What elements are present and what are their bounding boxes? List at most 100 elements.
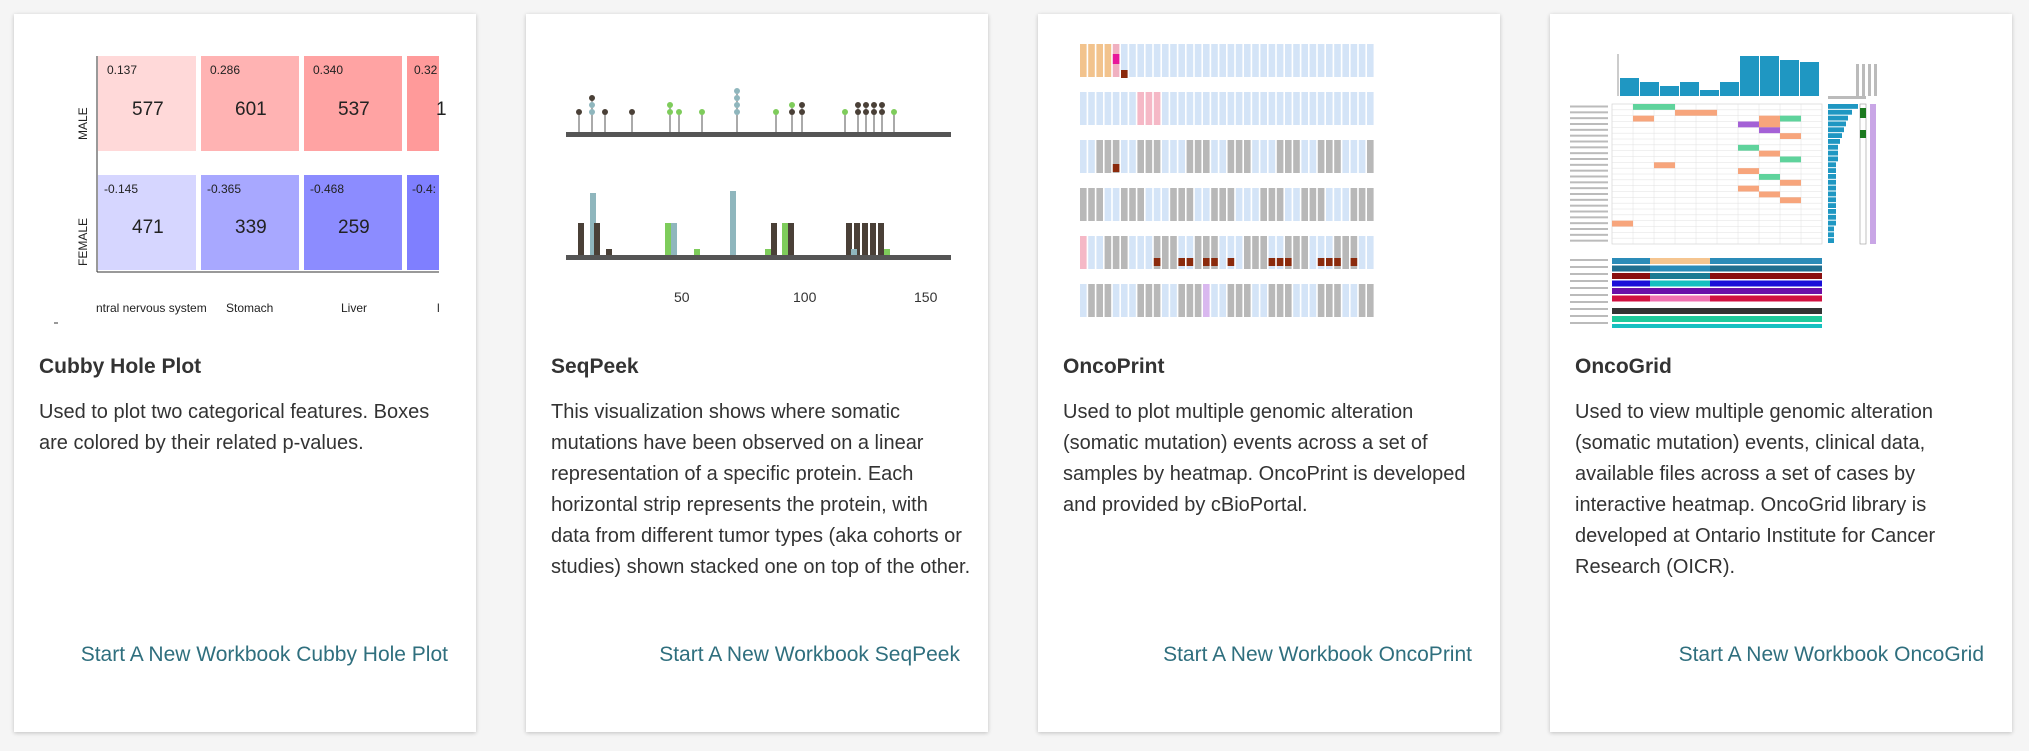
- oncoprint-cell: [1088, 236, 1095, 269]
- oncoprint-cell: [1317, 44, 1325, 77]
- oncogrid-histogram-bar: [1760, 56, 1779, 96]
- oncogrid-clinical-track: [1612, 288, 1822, 294]
- oncoprint-mutation: [1317, 258, 1325, 266]
- oncoprint-cell: [1301, 236, 1308, 269]
- oncoprint-cell: [1235, 284, 1243, 317]
- oncoprint-cell: [1145, 284, 1153, 317]
- oncoprint-cell: [1326, 236, 1333, 269]
- female-pval-4: -0.4:: [412, 182, 436, 196]
- oncoprint-cell: [1145, 188, 1153, 221]
- oncoprint-cell: [1112, 188, 1120, 221]
- oncoprint-cell: [1080, 236, 1087, 269]
- oncogrid-clinical-label: [1570, 294, 1608, 296]
- oncoprint-cell: [1121, 92, 1128, 125]
- oncogrid-cell: [1696, 109, 1717, 116]
- male-pval-3: 0.340: [313, 63, 343, 77]
- oncoprint-cell: [1260, 92, 1267, 125]
- oncoprint-cell: [1334, 188, 1341, 221]
- oncogrid-side-bar: [1828, 144, 1838, 150]
- oncoprint-cell: [1153, 236, 1161, 269]
- seqpeek-tick-50: 50: [674, 289, 690, 305]
- oncogrid-track-cell: [1860, 130, 1866, 138]
- oncogrid-side-bar: [1828, 232, 1834, 238]
- male-count-2: 601: [235, 99, 267, 120]
- female-count-3: 259: [338, 217, 370, 238]
- oncoprint-cell: [1186, 92, 1194, 125]
- card-description: This visualization shows where somatic m…: [551, 401, 971, 578]
- oncoprint-cell: [1162, 284, 1169, 317]
- oncoprint-cell: [1080, 140, 1087, 173]
- oncoprint-cell: [1358, 236, 1366, 269]
- oncoprint-cell: [1203, 236, 1210, 269]
- oncogrid-cell: [1759, 150, 1780, 157]
- oncogrid-cell: [1759, 174, 1780, 180]
- oncogrid-side-bar: [1828, 127, 1844, 133]
- oncoprint-cell: [1293, 92, 1300, 125]
- oncoprint-cell: [1342, 236, 1349, 269]
- oncoprint-cell: [1153, 140, 1161, 173]
- oncoprint-mutation: [1268, 258, 1276, 266]
- oncoprint-cell: [1194, 44, 1202, 77]
- oncoprint-cell: [1342, 188, 1349, 221]
- seqpeek-mutation-bar: [590, 193, 596, 255]
- oncoprint-cell: [1235, 44, 1243, 77]
- oncoprint-cell: [1235, 140, 1243, 173]
- oncoprint-cell: [1211, 92, 1218, 125]
- oncoprint-cell: [1227, 236, 1235, 269]
- oncogrid-track: [1870, 104, 1876, 244]
- male-count-1: 577: [132, 99, 164, 120]
- row-label-female: FEMALE: [76, 218, 90, 266]
- seqpeek-lollipop-head: [789, 102, 795, 108]
- oncogrid-gene-label: [1570, 105, 1608, 108]
- oncoprint-cell: [1211, 44, 1218, 77]
- start-workbook-oncogrid-link[interactable]: Start A New Workbook OncoGrid: [1678, 643, 1984, 666]
- oncogrid-clinical-label: [1570, 273, 1608, 275]
- seqpeek-lollipop-head: [734, 109, 740, 115]
- start-workbook-cubby-hole-link[interactable]: Start A New Workbook Cubby Hole Plot: [80, 643, 448, 666]
- oncoprint-cell: [1342, 140, 1349, 173]
- oncogrid-clinical-segment: [1650, 258, 1710, 264]
- oncogrid-histogram-bar: [1620, 78, 1639, 96]
- oncoprint-cell: [1268, 284, 1276, 317]
- seqpeek-mutation-bar: [771, 223, 777, 255]
- card-description: Used to plot multiple genomic alteration…: [1063, 401, 1466, 516]
- female-cell-4: [407, 175, 439, 270]
- female-cell-3: [304, 175, 402, 270]
- seqpeek-lollipop-head: [799, 102, 805, 108]
- oncogrid-track-label: [1862, 64, 1865, 96]
- oncoprint-cell: [1252, 140, 1259, 173]
- oncoprint-cell: [1162, 236, 1169, 269]
- cubby-hole-plot-image: MALE FEMALE 0.137 0.286 0.340 0.32 577 6…: [54, 56, 447, 324]
- oncoprint-cell: [1293, 140, 1300, 173]
- oncoprint-cell: [1129, 284, 1136, 317]
- oncoprint-cell: [1326, 92, 1333, 125]
- oncogrid-side-bar: [1828, 168, 1836, 173]
- male-pval-4: 0.32: [414, 63, 438, 77]
- oncoprint-cell: [1309, 188, 1317, 221]
- oncogrid-gene-label: [1570, 169, 1608, 172]
- oncoprint-cell: [1080, 92, 1087, 125]
- oncoprint-cell: [1104, 188, 1112, 221]
- oncoprint-cell: [1211, 284, 1218, 317]
- seqpeek-lollipop-head: [734, 95, 740, 101]
- oncoprint-mutation: [1276, 258, 1284, 266]
- oncogrid-clinical-segment: [1650, 280, 1710, 287]
- seqpeek-thumbnail: 50 100 150: [526, 14, 988, 334]
- start-workbook-seqpeek-link[interactable]: Start A New Workbook SeqPeek: [659, 643, 960, 666]
- oncoprint-mutation: [1112, 164, 1120, 172]
- protein-strip-2: [566, 255, 951, 260]
- oncoprint-cell: [1153, 44, 1161, 77]
- oncogrid-histogram-bar: [1660, 86, 1679, 96]
- oncogrid-clinical-label: [1570, 301, 1608, 303]
- oncoprint-cell: [1104, 44, 1112, 77]
- oncogrid-gene-label: [1570, 181, 1608, 184]
- oncoprint-cell: [1227, 92, 1235, 125]
- seqpeek-lollipop-head: [734, 88, 740, 94]
- oncoprint-cell: [1178, 92, 1185, 125]
- oncoprint-mutation: [1334, 258, 1341, 266]
- start-workbook-oncoprint-link[interactable]: Start A New Workbook OncoPrint: [1163, 643, 1472, 666]
- oncogrid-side-bar: [1828, 150, 1838, 156]
- oncoprint-cell: [1203, 140, 1210, 173]
- oncoprint-cell: [1367, 284, 1374, 317]
- oncoprint-cell: [1326, 284, 1333, 317]
